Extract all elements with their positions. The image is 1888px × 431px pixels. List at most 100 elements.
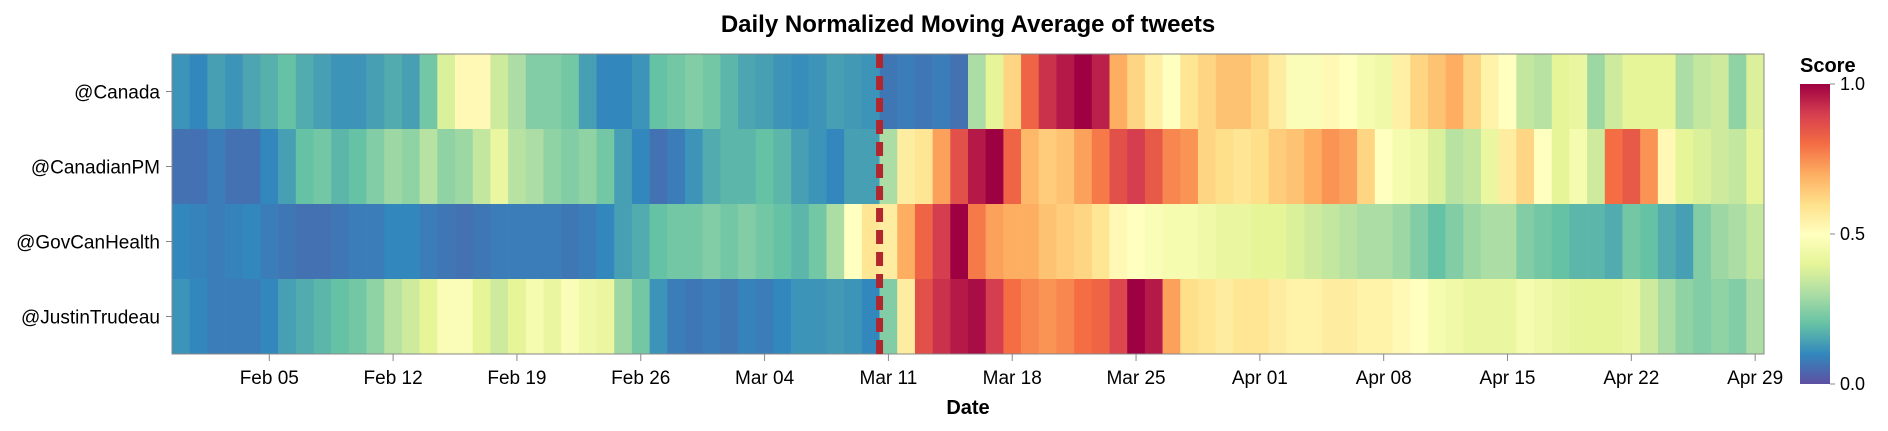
heatmap-cell (1056, 54, 1075, 130)
heatmap-cell (773, 129, 792, 205)
heatmap-cell (631, 279, 650, 355)
heatmap-cell (366, 204, 385, 280)
heatmap-cell (968, 129, 986, 205)
heatmap-cell (614, 129, 633, 205)
heatmap-cell (720, 54, 739, 130)
heatmap-cell (1233, 54, 1252, 130)
heatmap-cell (1162, 54, 1181, 130)
heatmap-cell (1551, 279, 1570, 355)
heatmap-cell (508, 279, 527, 355)
heatmap-cell (1144, 204, 1163, 280)
heatmap-cell (1427, 279, 1446, 355)
heatmap-cell (914, 129, 933, 205)
heatmap-cell (1127, 54, 1146, 130)
heatmap-cell (1728, 54, 1747, 130)
heatmap-cell (1038, 204, 1057, 280)
legend-title: Score (1800, 55, 1856, 77)
heatmap-cell (1675, 129, 1694, 205)
heatmap-cell (1657, 129, 1676, 205)
heatmap-cell (1640, 279, 1659, 355)
heatmap-cell (472, 54, 491, 130)
heatmap-cell (1587, 54, 1606, 130)
heatmap-cell (1445, 54, 1464, 130)
heatmap-cell (1445, 204, 1464, 280)
heatmap-cell (172, 204, 190, 280)
heatmap-cell (1109, 279, 1128, 355)
heatmap-cell (950, 54, 969, 130)
heatmap-cell (561, 204, 580, 280)
heatmap-cell (1197, 54, 1216, 130)
heatmap-cell (1675, 279, 1694, 355)
heatmap-cell (348, 279, 367, 355)
heatmap-cell (1392, 129, 1411, 205)
heatmap-cell (1392, 279, 1411, 355)
heatmap-cell (313, 204, 332, 280)
heatmap-cell (225, 279, 244, 355)
heatmap-cell (1534, 204, 1553, 280)
heatmap-cell (1551, 129, 1570, 205)
heatmap-cell (561, 54, 580, 130)
heatmap-cell (702, 279, 721, 355)
heatmap-cell (1498, 129, 1517, 205)
heatmap-cell (1463, 54, 1482, 130)
heatmap-cell (985, 129, 1004, 205)
heatmap-cell (1304, 204, 1323, 280)
heatmap-cell (1604, 279, 1623, 355)
heatmap-cell (401, 279, 420, 355)
heatmap-cell (1339, 129, 1358, 205)
heatmap-cell (826, 279, 845, 355)
heatmap-cell (401, 54, 420, 130)
heatmap-cell (1746, 204, 1765, 280)
heatmap-cell (543, 279, 562, 355)
heatmap-cell (1074, 54, 1093, 130)
heatmap-cell (897, 54, 916, 130)
heatmap-cell (1693, 279, 1712, 355)
heatmap-cell (932, 54, 951, 130)
heatmap-cell (808, 129, 827, 205)
heatmap-cell (1587, 279, 1606, 355)
heatmap-cell (1109, 54, 1128, 130)
heatmap-cell (490, 279, 509, 355)
heatmap-cell (826, 129, 845, 205)
heatmap-cell (631, 129, 650, 205)
heatmap-cell (313, 129, 332, 205)
heatmap-cell (1480, 279, 1499, 355)
heatmap-cell (543, 204, 562, 280)
heatmap-cell (419, 204, 438, 280)
heatmap-cell (1710, 279, 1729, 355)
heatmap-cell (1410, 54, 1429, 130)
heatmap-cell (242, 129, 261, 205)
heatmap-cell (861, 54, 880, 130)
heatmap-cell (1693, 204, 1712, 280)
heatmap-cell (1480, 204, 1499, 280)
chart-title: Daily Normalized Moving Average of tweet… (721, 11, 1215, 38)
heatmap-cell (295, 129, 314, 205)
heatmap-cell (950, 279, 969, 355)
heatmap-cell (808, 54, 827, 130)
heatmap-cell (1357, 204, 1376, 280)
heatmap-cell (561, 279, 580, 355)
heatmap-cell (1445, 129, 1464, 205)
heatmap-cell (384, 279, 403, 355)
heatmap-cell (684, 54, 703, 130)
heatmap-cell (1374, 204, 1393, 280)
heatmap-cell (1410, 204, 1429, 280)
x-axis: Feb 05 Feb 12 Feb 19 Feb 26 Mar 04 Mar 11 Mar … (240, 354, 1783, 389)
heatmap-cell (596, 129, 615, 205)
heatmap-cell (172, 54, 190, 130)
heatmap-cell (1463, 279, 1482, 355)
heatmap-cell (1463, 204, 1482, 280)
heatmap-cell (1498, 204, 1517, 280)
heatmap-cell (1021, 129, 1040, 205)
x-tick-label: Apr 22 (1603, 368, 1659, 389)
heatmap-cell (1056, 204, 1075, 280)
heatmap-cell (366, 54, 385, 130)
heatmap-cell (225, 54, 244, 130)
heatmap-cell (1038, 54, 1057, 130)
heatmap-cell (1162, 279, 1181, 355)
heatmap-cell (1304, 279, 1323, 355)
heatmap-cell (1286, 279, 1305, 355)
heatmap-cell (914, 279, 933, 355)
heatmap-cell (914, 204, 933, 280)
